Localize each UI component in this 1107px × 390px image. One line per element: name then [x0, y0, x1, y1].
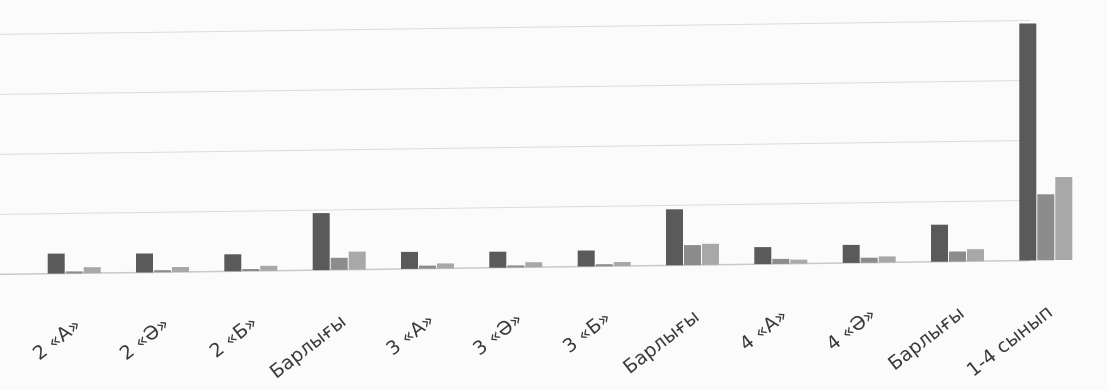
bar — [878, 256, 896, 263]
bar — [666, 209, 683, 266]
bar — [931, 224, 948, 262]
x-tick-label: Барлығы — [266, 310, 351, 383]
x-tick-label: Барлығы — [619, 306, 704, 379]
bar — [1037, 194, 1055, 261]
bar — [401, 251, 418, 269]
x-tick-label: 3 «Ә» — [469, 308, 527, 360]
x-tick-label: 3 «Б» — [559, 307, 615, 358]
bar — [419, 265, 436, 269]
x-tick-label: 4 «Ә» — [822, 303, 880, 355]
bars — [47, 23, 1073, 274]
bar — [136, 253, 153, 273]
x-tick-label: 2 «А» — [29, 314, 85, 365]
bar — [312, 213, 330, 271]
bar — [47, 253, 65, 274]
bar — [613, 262, 631, 266]
bar — [489, 251, 507, 268]
bar — [1055, 177, 1073, 260]
bar — [437, 263, 454, 269]
x-tick-label: 2 «Ә» — [116, 313, 174, 365]
bar — [348, 251, 366, 270]
bar — [330, 257, 348, 270]
bar — [507, 265, 525, 268]
bar — [260, 265, 278, 271]
gridlines — [0, 20, 1031, 276]
gridline — [0, 140, 1031, 155]
bar — [595, 264, 613, 267]
x-tick-label: 1-4 сынып — [963, 301, 1057, 381]
bar — [949, 251, 966, 262]
bar — [224, 254, 242, 272]
bar — [967, 249, 984, 262]
bar — [172, 267, 189, 272]
bar — [525, 262, 543, 268]
x-tick-label: 2 «Б» — [205, 312, 261, 363]
gridline — [0, 200, 1031, 215]
x-tick-label: 3 «А» — [382, 309, 438, 360]
gridline — [0, 20, 1031, 35]
bar — [83, 267, 101, 274]
bar — [702, 243, 719, 265]
bar — [65, 271, 83, 274]
x-tick-label: 4 «А» — [736, 304, 792, 355]
bar — [577, 250, 595, 267]
bar — [772, 258, 790, 264]
bar — [754, 247, 772, 265]
bar — [842, 244, 860, 263]
gridline — [0, 80, 1031, 95]
bar — [790, 259, 808, 264]
bar — [242, 269, 260, 271]
x-axis-tick-labels: 2 «А» 2 «Ә» 2 «Б» Барлығы 3 «А» 3 «Ә» 3 «Б» Бар… — [29, 301, 1057, 383]
bar — [684, 245, 701, 266]
x-tick-label: Барлығы — [884, 302, 969, 375]
bar — [860, 257, 878, 263]
bar — [1019, 23, 1037, 261]
bar — [154, 270, 171, 273]
